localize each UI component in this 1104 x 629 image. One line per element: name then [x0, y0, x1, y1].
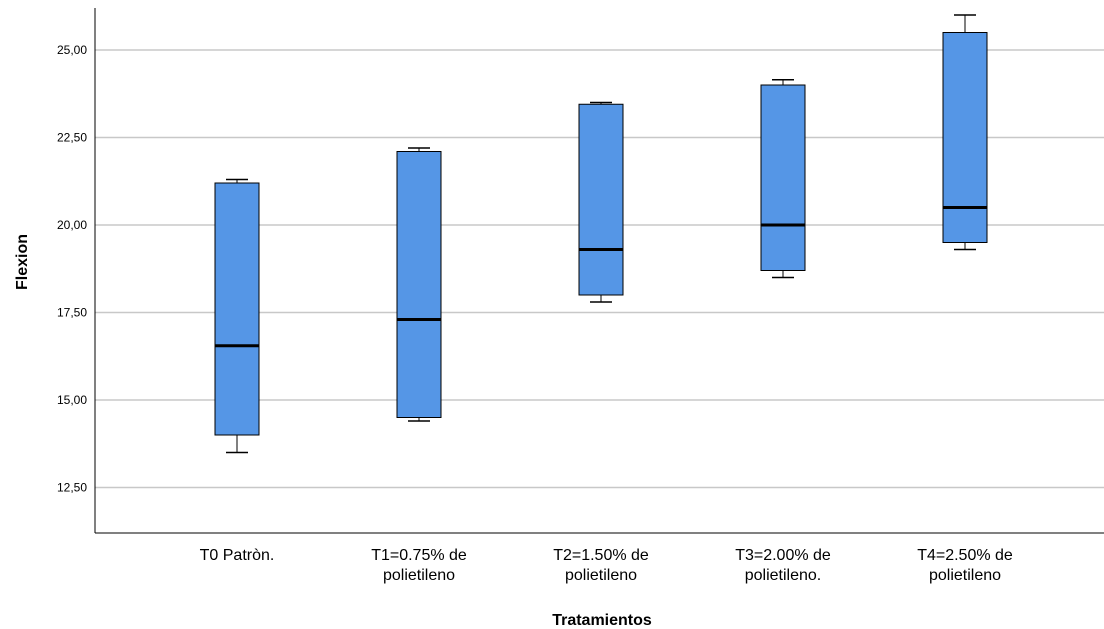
- y-tick-label: 25,00: [57, 43, 87, 57]
- x-tick-label: T1=0.75% de: [371, 547, 467, 564]
- y-axis-title: Flexion: [14, 234, 31, 290]
- box-iqr: [214, 182, 260, 436]
- box-2: [396, 147, 442, 422]
- box-iqr: [760, 84, 806, 271]
- x-axis-title: Tratamientos: [552, 612, 652, 629]
- box-iqr: [578, 103, 624, 296]
- box-4: [760, 79, 806, 279]
- y-tick-label: 17,50: [57, 306, 87, 320]
- x-tick-label-line2: polietileno: [565, 567, 637, 584]
- x-tick-label: T4=2.50% de: [917, 547, 1013, 564]
- y-tick-label: 20,00: [57, 218, 87, 232]
- x-tick-label: T3=2.00% de: [735, 547, 831, 564]
- axes: [94, 8, 1104, 534]
- box-iqr: [942, 32, 988, 243]
- y-tick-labels: 12,50 15,00 17,50 20,00 22,50 25,00: [57, 43, 87, 495]
- box-3: [578, 101, 624, 303]
- y-tick-label: 15,00: [57, 393, 87, 407]
- x-tick-labels: T0 Patròn. T1=0.75% de polietileno T2=1.50%…: [200, 547, 1013, 584]
- x-tick-label: T0 Patròn.: [200, 547, 275, 564]
- box-iqr: [396, 151, 442, 418]
- x-tick-label-line2: polietileno: [383, 567, 455, 584]
- boxes: [214, 14, 988, 454]
- y-tick-label: 12,50: [57, 481, 87, 495]
- x-tick-label-line2: polietileno: [929, 567, 1001, 584]
- x-tick-label-line2: polietileno.: [745, 567, 822, 584]
- box-1: [214, 178, 260, 454]
- x-tick-label: T2=1.50% de: [553, 547, 649, 564]
- box-5: [942, 14, 988, 251]
- y-tick-label: 22,50: [57, 131, 87, 145]
